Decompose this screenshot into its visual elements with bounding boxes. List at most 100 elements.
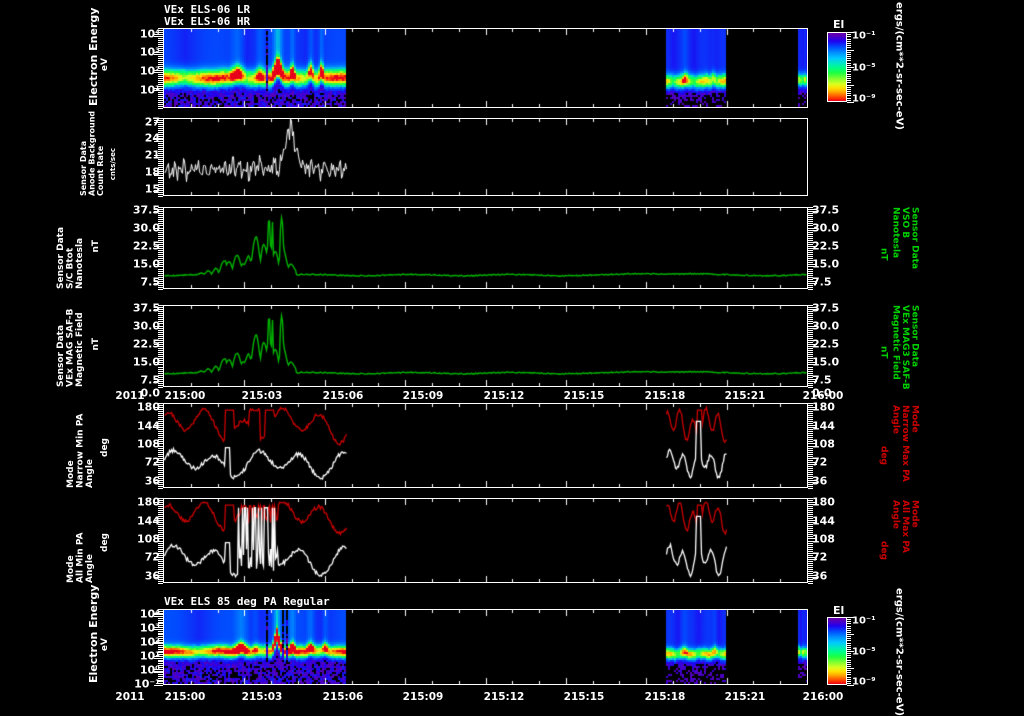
panel-vex-mag-saf-b[interactable] [163, 305, 808, 387]
panel-6-y-ticks: 180 144 108 72 36 [118, 495, 160, 583]
colorbar-bottom [827, 617, 847, 685]
xtick: 215:03 [241, 691, 283, 703]
ytick: 0.0 [140, 386, 161, 400]
colorbar-bottom-ticks: 10⁻¹ 10⁻⁵ 10⁻⁹ [852, 615, 892, 688]
ytick-right: 72 [812, 550, 828, 564]
axis-tick-ladder [808, 207, 817, 290]
panel-4-y-ticks: 37.5 30.0 22.5 15.0 7.5 0.0 [100, 301, 161, 401]
panel-3-right-axis-unit: nT [878, 248, 889, 261]
ytick-right: 7.5 [812, 373, 832, 387]
ytick: 10¹ [139, 649, 160, 663]
ytick: 22.5 [132, 239, 160, 253]
ytick: 37.5 [132, 301, 160, 315]
axis-tick-ladder [154, 118, 163, 197]
xtick-mid: 215:03 [241, 390, 283, 402]
ytick: 30.0 [132, 221, 160, 235]
xtick: 215:00 [164, 691, 206, 703]
axis-tick-ladder [154, 28, 163, 109]
panel-mode-all-pa-angle[interactable] [163, 498, 808, 583]
panel-els-lr-hr-spectrogram[interactable] [163, 28, 808, 108]
panel-title-els-lr: VEx ELS-06 LR [164, 3, 251, 16]
x-axis-labels-mid: 2011 215:00 215:03 215:06 215:09 215:12 … [0, 390, 1024, 404]
ytick-right: 37.5 [812, 203, 840, 217]
ytick: 7.5 [140, 373, 161, 387]
line-canvas-sc-btot [164, 208, 807, 288]
xtick-mid: 215:18 [644, 390, 686, 402]
ytick-right: 15.0 [812, 257, 840, 271]
axis-tick-ladder [808, 305, 817, 388]
ytick-right: 108 [812, 532, 835, 546]
panel-5-right-axis-label: Mode Narrow Max PA Angle [890, 405, 920, 482]
ytick: 7.5 [140, 275, 161, 289]
colorbar-top-title: El [833, 18, 845, 31]
xtick: 215:21 [724, 691, 766, 703]
xtick-mid: 215:15 [563, 390, 605, 402]
ytick: 108 [137, 437, 160, 451]
ytick: 10⁻¹ [134, 677, 160, 691]
xtick-mid: 215:12 [483, 390, 525, 402]
ytick-right: 37.5 [812, 301, 840, 315]
ytick: 180 [137, 495, 160, 509]
ytick: 10² [139, 635, 160, 649]
ytick: 72 [144, 455, 160, 469]
panel-els-85deg-pa-spectrogram[interactable] [163, 609, 808, 685]
panel-3-y-ticks-right: 37.5 30.0 22.5 15.0 7.5 [812, 203, 872, 289]
xtick-mid: 215:00 [164, 390, 206, 402]
xtick: 215:06 [322, 691, 364, 703]
line-canvas-anode [164, 119, 807, 195]
ytick: 144 [137, 419, 160, 433]
ytick: 27 [144, 115, 160, 129]
panel-anode-background-count-rate[interactable] [163, 118, 808, 196]
axis-tick-ladder [154, 403, 163, 489]
colorbar-tick-ladder [847, 617, 854, 686]
axis-tick-ladder [808, 498, 817, 584]
ytick: 72 [144, 550, 160, 564]
ytick-right: 30.0 [812, 221, 840, 235]
colorbar-top [827, 32, 847, 102]
panel-6-right-axis-label: Mode All Max PA Angle [890, 500, 920, 553]
ytick: 144 [137, 514, 160, 528]
panel-sc-btot[interactable] [163, 207, 808, 289]
ytick: 36 [144, 569, 160, 583]
panel-5-y-axis-label: Mode Narrow Min PA Angle [66, 413, 95, 488]
axis-tick-ladder [154, 609, 163, 686]
ytick: 180 [137, 400, 160, 414]
panel-mode-narrow-pa-angle[interactable] [163, 403, 808, 488]
panel-4-right-axis-label: Sensor Data VEx MAG3 SAF-B Magnetic Fiel… [890, 305, 920, 390]
xtick-mid: 215:09 [402, 390, 444, 402]
ytick: 36 [144, 474, 160, 488]
ytick-right: 22.5 [812, 239, 840, 253]
xtick-mid: 215:21 [724, 390, 766, 402]
panel-7-y-ticks: 10⁴ 10³ 10² 10¹ 10⁰ 10⁻¹ [107, 608, 160, 699]
ytick: 21 [144, 148, 160, 162]
ytick-right: 180 [812, 495, 835, 509]
panel-1-y-axis-unit: eV [100, 58, 110, 72]
ytick-right: 7.5 [812, 275, 832, 289]
panel-4-y-axis-label: Sensor Data VEx MAG SAF-B Magnetic Field [56, 308, 85, 387]
line-canvas-all-pa [164, 499, 807, 582]
ytick-right: 180 [812, 400, 835, 414]
ytick: 37.5 [132, 203, 160, 217]
colorbar-tick: 10⁻⁵ [852, 646, 876, 658]
panel-6-y-ticks-right: 180 144 108 72 36 [812, 495, 854, 583]
colorbar-tick: 10⁻¹ [852, 615, 876, 627]
xtick: 216:00 [802, 691, 844, 703]
ytick: 10⁴ [139, 27, 160, 41]
ytick: 30.0 [132, 319, 160, 333]
panel-6-y-axis-unit: deg [100, 533, 110, 552]
xtick: 215:09 [402, 691, 444, 703]
colorbar-tick: 10⁻⁹ [852, 676, 876, 688]
ytick-right: 15.0 [812, 355, 840, 369]
panel-3-right-axis-label: Sensor Data VSO B Nanotesla [890, 207, 920, 270]
ytick-right: 108 [812, 437, 835, 451]
ytick: 15.0 [132, 257, 160, 271]
ytick-right: 72 [812, 455, 828, 469]
ytick: 10⁰ [139, 663, 160, 677]
panel-1-y-ticks: 10⁴ 10³ 10² 10¹ [113, 28, 160, 108]
panel-2-y-axis-label: Sensor Data Anode Background Count Rate [79, 110, 105, 196]
x-axis-year-mid: 2011 [115, 390, 145, 402]
colorbar-top-ticks: 10⁻¹ 10⁻⁵ 10⁻⁹ [852, 31, 892, 105]
spectrogram-canvas-bottom [164, 610, 807, 684]
ytick-right: 22.5 [812, 337, 840, 351]
ytick-right: 36 [812, 474, 828, 488]
